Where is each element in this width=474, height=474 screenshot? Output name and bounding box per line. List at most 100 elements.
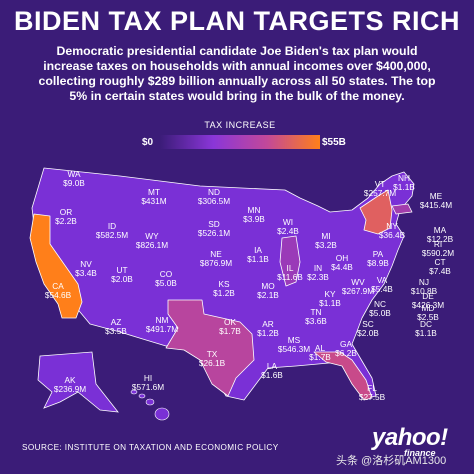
state-abbr: NC [374,299,386,309]
state-value: $415.4M [419,200,453,210]
state-abbr: VA [376,275,388,285]
state-abbr: ID [107,221,117,231]
state-abbr: SC [362,319,374,329]
state-label-mt: MT $431M [141,188,166,206]
state-abbr: NJ [418,277,430,287]
state-abbr: HI [143,373,153,383]
state-abbr: MD [421,303,435,313]
state-label-ne: NE $876.9M [200,250,232,268]
state-abbr: FL [367,383,377,393]
state-value: $2.0B [111,274,133,284]
state-label-wi: WI $2.4B [277,218,299,236]
state-value: $54.6B [44,290,72,300]
state-label-co: CO $5.0B [155,270,177,288]
state-abbr: CA [52,281,64,291]
state-value: $12.2B [426,234,454,244]
state-abbr: IN [313,263,323,273]
state-label-vt: VT $257.7M [364,180,396,198]
state-value: $826.1M [135,240,169,250]
state-value: $5.0B [155,278,177,288]
state-abbr: OK [224,317,236,327]
state-value: $546.3M [277,344,311,354]
state-label-mn: MN $3.9B [243,206,265,224]
state-abbr: KS [218,279,230,289]
state-label-ri: RI $590.2M [422,240,454,258]
state-label-hi: HI $571.6M [132,374,164,392]
state-value: $4.4B [331,262,353,272]
state-abbr: UT [116,265,128,275]
state-value: $1.2B [213,288,235,298]
state-abbr: AR [262,319,274,329]
state-label-or: OR $2.2B [55,208,77,226]
state-label-pa: PA $8.9B [367,250,389,268]
state-value: $3.5B [105,326,127,336]
state-label-ok: OK $1.7B [219,318,241,336]
state-label-tn: TN $3.6B [305,308,327,326]
state-value: $876.9M [199,258,233,268]
state-value: $1.1B [393,182,415,192]
state-label-sd: SD $526.1M [198,220,230,238]
state-label-dc: DC $1.1B [415,320,437,338]
state-abbr: MT [148,187,160,197]
state-label-ct: CT $7.4B [429,258,451,276]
state-value: $2.3B [307,272,329,282]
state-value: $257.7M [363,188,397,198]
state-label-nc: NC $5.0B [369,300,391,318]
state-value: $491.7M [145,324,179,334]
state-label-ar: AR $1.2B [257,320,279,338]
state-value: $3.6B [305,316,327,326]
state-label-al: AL $1.7B [309,344,331,362]
state-value: $1.1B [247,254,269,264]
legend-gradient-bar [160,135,320,149]
legend-max-label: $55B [322,137,346,148]
state-abbr: WA [67,169,81,179]
state-label-ca: CA $54.6B [45,282,71,300]
state-abbr: ME [429,191,443,201]
state-label-az: AZ $3.5B [105,318,127,336]
state-abbr: NV [80,259,92,269]
state-abbr: TX [206,349,218,359]
state-abbr: SD [208,219,220,229]
state-abbr: KY [324,289,336,299]
state-shape-tx [165,299,255,397]
state-label-mo: MO $2.1B [257,282,279,300]
state-value: $431M [141,196,167,206]
state-label-ky: KY $1.1B [319,290,341,308]
state-abbr: OR [59,207,73,217]
state-label-ut: UT $2.0B [111,266,133,284]
state-shape-ak [37,351,119,413]
state-value: $1.7B [309,352,331,362]
state-value: $2.2B [55,216,77,226]
state-value: $2.1B [257,290,279,300]
state-value: $1.1B [319,298,341,308]
state-value: $571.6M [131,382,165,392]
state-value: $8.9B [367,258,389,268]
logo-subtext: finance [404,448,436,458]
watermark: 头条 @洛杉矶AM1300 [336,455,447,467]
state-abbr: MA [433,225,447,235]
state-label-tx: TX $26.1B [199,350,225,368]
state-value: $306.5M [197,196,231,206]
state-label-ak: AK $236.9M [54,376,86,394]
state-value: $3.9B [243,214,265,224]
state-value: $2.5B [417,312,439,322]
state-shape-ny [359,189,393,235]
state-value: $3.2B [315,240,337,250]
state-abbr: WI [282,217,294,227]
state-abbr: DC [420,319,432,329]
state-shape-ma [391,203,413,215]
state-label-md: MD $2.5B [417,304,439,322]
state-value: $3.4B [75,268,97,278]
state-abbr: MS [287,335,301,345]
state-label-id: ID $582.5M [96,222,128,240]
state-abbr: NH [398,173,410,183]
state-value: $582.5M [95,230,129,240]
state-abbr: NE [210,249,222,259]
state-label-wv: WV $267.9M [342,278,374,296]
state-label-ny: NY $36.4B [379,222,405,240]
state-shape-il [279,235,301,287]
state-label-in: IN $2.3B [307,264,329,282]
state-label-nh: NH $1.1B [393,174,415,192]
legend-min-label: $0 [142,137,154,148]
state-abbr: WV [351,277,365,287]
